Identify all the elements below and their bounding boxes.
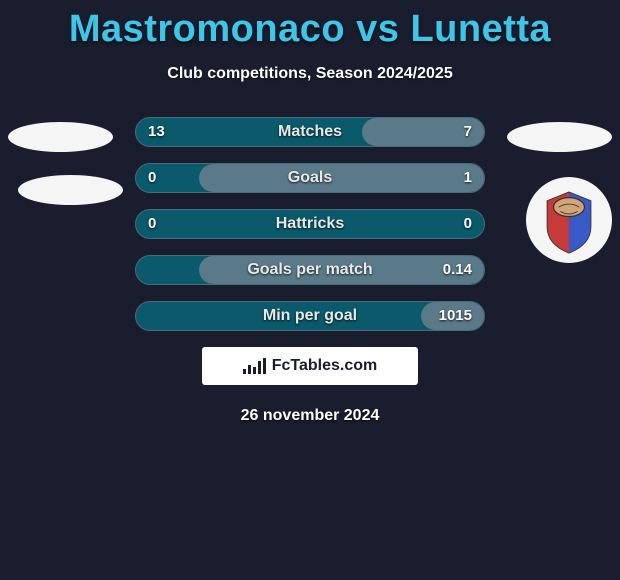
stat-row-min-per-goal: Min per goal 1015 bbox=[0, 301, 620, 331]
subtitle: Club competitions, Season 2024/2025 bbox=[0, 65, 620, 83]
chart-icon bbox=[243, 358, 266, 374]
page-title: Mastromonaco vs Lunetta bbox=[0, 0, 620, 51]
stat-row-hattricks: Hattricks 0 0 bbox=[0, 209, 620, 239]
stat-row-matches: Matches 13 7 bbox=[0, 117, 620, 147]
stat-right-value: 1015 bbox=[439, 301, 472, 331]
stat-right-value: 7 bbox=[464, 117, 472, 147]
fctables-label: FcTables.com bbox=[272, 357, 378, 375]
stat-right-value: 1 bbox=[464, 163, 472, 193]
stat-left-value: 0 bbox=[148, 163, 156, 193]
stats-area: Matches 13 7 Goals 0 1 Hattricks 0 0 Goa… bbox=[0, 117, 620, 425]
stat-label: Hattricks bbox=[0, 209, 620, 239]
stat-left-value: 13 bbox=[148, 117, 165, 147]
stat-label: Matches bbox=[0, 117, 620, 147]
stat-label: Min per goal bbox=[0, 301, 620, 331]
date-line: 26 november 2024 bbox=[0, 407, 620, 425]
stat-row-goals-per-match: Goals per match 0.14 bbox=[0, 255, 620, 285]
stat-label: Goals per match bbox=[0, 255, 620, 285]
fctables-badge[interactable]: FcTables.com bbox=[202, 347, 418, 385]
stat-left-value: 0 bbox=[148, 209, 156, 239]
stat-right-value: 0.14 bbox=[443, 255, 472, 285]
stat-row-goals: Goals 0 1 bbox=[0, 163, 620, 193]
stat-label: Goals bbox=[0, 163, 620, 193]
stat-right-value: 0 bbox=[464, 209, 472, 239]
